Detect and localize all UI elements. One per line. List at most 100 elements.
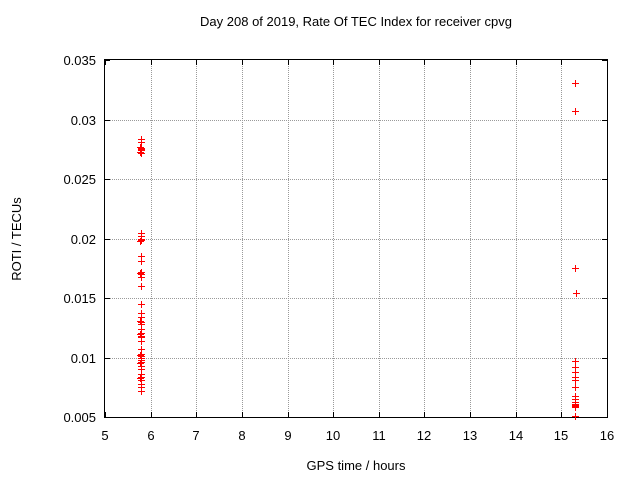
plot-area [104, 59, 608, 420]
data-point-marker [138, 274, 145, 281]
x-tick-label: 16 [599, 428, 615, 443]
data-point-marker [572, 108, 579, 115]
x-tick-bottom [424, 412, 425, 417]
x-tick-label: 11 [372, 428, 386, 443]
gridline-vertical [242, 60, 243, 417]
x-tick-bottom [151, 412, 152, 417]
gridline-horizontal [105, 239, 607, 240]
x-tick-bottom [470, 412, 471, 417]
x-axis-label: GPS time / hours [306, 458, 406, 473]
y-axis-label: ROTI / TECUs [9, 197, 24, 281]
y-tick-right [602, 120, 607, 121]
data-point-marker [573, 290, 580, 297]
data-point-marker [138, 314, 145, 321]
y-tick-left [105, 60, 110, 61]
x-tick-top [151, 60, 152, 65]
x-tick-top [105, 60, 106, 65]
data-point-marker [138, 384, 145, 391]
y-tick-right [602, 179, 607, 180]
y-tick-label: 0.005 [63, 410, 96, 425]
x-tick-label: 9 [284, 428, 292, 443]
data-point-marker [138, 366, 145, 373]
x-tick-top [561, 60, 562, 65]
gridline-vertical [516, 60, 517, 417]
y-tick-left [105, 298, 110, 299]
y-tick-left [105, 239, 110, 240]
y-tick-left [105, 417, 110, 418]
data-point-marker [137, 238, 144, 245]
data-point-marker [138, 139, 145, 146]
x-tick-label: 12 [416, 428, 432, 443]
data-point-marker [572, 384, 579, 391]
data-point-marker [137, 270, 144, 277]
x-tick-label: 13 [462, 428, 478, 443]
y-tick-label: 0.015 [63, 291, 96, 306]
x-tick-label: 10 [325, 428, 341, 443]
x-tick-top [242, 60, 243, 65]
x-tick-bottom [196, 412, 197, 417]
y-tick-label: 0.03 [70, 113, 96, 128]
x-tick-bottom [288, 412, 289, 417]
x-tick-label: 14 [508, 428, 524, 443]
data-point-marker [138, 346, 145, 353]
data-point-marker [138, 253, 145, 260]
gridline-vertical [196, 60, 197, 417]
data-point-marker [137, 149, 144, 156]
x-tick-top [379, 60, 380, 65]
data-point-marker [138, 237, 145, 244]
gridline-vertical [151, 60, 152, 417]
data-point-marker [138, 388, 145, 395]
x-tick-label: 7 [192, 428, 200, 443]
y-tick-label: 0.01 [70, 351, 96, 366]
y-tick-label: 0.025 [63, 172, 96, 187]
x-tick-bottom [333, 412, 334, 417]
y-tick-right [602, 239, 607, 240]
data-point-marker [572, 413, 579, 420]
y-tick-left [105, 120, 110, 121]
data-point-marker [137, 360, 144, 367]
x-tick-top [470, 60, 471, 65]
data-point-marker [572, 265, 579, 272]
x-tick-bottom [561, 412, 562, 417]
data-point-marker [138, 338, 145, 345]
data-point-marker [138, 377, 145, 384]
x-tick-top [288, 60, 289, 65]
data-point-marker [138, 301, 145, 308]
data-point-marker [138, 321, 145, 328]
x-tick-bottom [242, 412, 243, 417]
data-point-marker [137, 318, 144, 325]
y-tick-label: 0.035 [63, 53, 96, 68]
data-point-marker [137, 331, 144, 338]
x-tick-bottom [379, 412, 380, 417]
data-point-marker [138, 326, 145, 333]
x-tick-bottom [105, 412, 106, 417]
gridline-horizontal [105, 120, 607, 121]
data-point-marker [138, 310, 145, 317]
x-tick-label: 5 [101, 428, 109, 443]
y-tick-label: 0.02 [70, 232, 96, 247]
x-tick-top [516, 60, 517, 65]
y-tick-left [105, 358, 110, 359]
x-tick-bottom [607, 412, 608, 417]
x-tick-label: 8 [238, 428, 246, 443]
gridline-vertical [379, 60, 380, 417]
y-tick-right [602, 298, 607, 299]
data-point-marker [137, 144, 144, 151]
gridline-horizontal [105, 179, 607, 180]
data-point-marker [138, 283, 145, 290]
gridline-horizontal [105, 358, 607, 359]
x-tick-top [196, 60, 197, 65]
data-point-marker [572, 369, 579, 376]
data-point-marker [572, 358, 579, 365]
data-point-marker [572, 404, 579, 411]
chart-title: Day 208 of 2019, Rate Of TEC Index for r… [200, 14, 512, 29]
y-tick-left [105, 179, 110, 180]
y-tick-right [602, 60, 607, 61]
gridline-vertical [470, 60, 471, 417]
gridline-vertical [424, 60, 425, 417]
data-point-marker [572, 377, 579, 384]
data-point-marker [572, 80, 579, 87]
x-tick-label: 15 [553, 428, 569, 443]
x-tick-label: 6 [147, 428, 155, 443]
